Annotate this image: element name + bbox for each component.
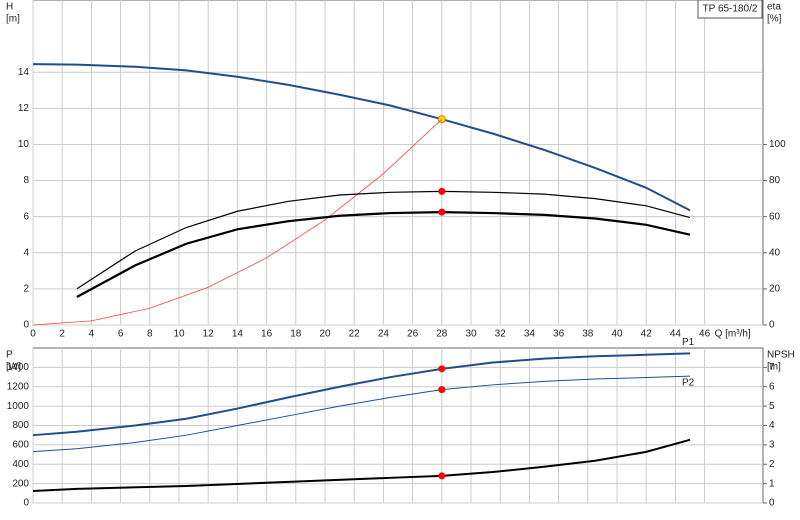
y2-tick-label: 0 — [769, 320, 775, 331]
x-tick-label: 0 — [30, 329, 36, 340]
y2-tick-label: 100 — [769, 139, 786, 150]
duty-point — [438, 386, 446, 394]
series-label: P2 — [682, 378, 695, 389]
y-axis-label: H — [6, 2, 13, 13]
y-axis-unit: [W] — [6, 362, 21, 373]
y2-axis-label: NPSH — [767, 350, 795, 361]
x-tick-label: 20 — [319, 329, 331, 340]
y2-tick-label: 5 — [769, 401, 775, 412]
plot-area — [32, 0, 764, 326]
y2-axis-unit: [%] — [767, 14, 782, 25]
y2-tick-label: 40 — [769, 247, 781, 258]
y2-tick-label: 7 — [769, 362, 775, 373]
x-tick-label: 44 — [670, 329, 682, 340]
y-tick-label: 800 — [12, 420, 29, 431]
x-tick-label: 42 — [641, 329, 653, 340]
y2-tick-label: 0 — [769, 498, 775, 509]
y-tick-label: 600 — [12, 440, 29, 451]
x-tick-label: 16 — [261, 329, 273, 340]
x-tick-label: 24 — [378, 329, 390, 340]
chart-title: TP 65-180/2 — [703, 4, 758, 15]
y-tick-label: 0 — [23, 498, 29, 509]
y2-tick-label: 80 — [769, 175, 781, 186]
x-tick-label: 38 — [582, 329, 594, 340]
x-tick-label: 32 — [495, 329, 507, 340]
y-tick-label: 200 — [12, 478, 29, 489]
y2-tick-label: 4 — [769, 420, 775, 431]
y-tick-label: 4 — [23, 247, 29, 258]
duty-point — [438, 365, 446, 373]
y-tick-label: 14 — [18, 67, 30, 78]
y2-tick-label: 60 — [769, 211, 781, 222]
curve — [76, 211, 691, 298]
y-tick-label: 2 — [23, 284, 29, 295]
y-tick-label: 10 — [18, 139, 30, 150]
y-tick-label: 6 — [23, 211, 29, 222]
x-tick-label: 22 — [349, 329, 361, 340]
y-axis-unit: [m] — [6, 14, 20, 25]
x-tick-label: 14 — [232, 329, 244, 340]
x-tick-label: 4 — [89, 329, 95, 340]
curve — [32, 63, 691, 212]
x-tick-label: 40 — [611, 329, 623, 340]
y-tick-label: 400 — [12, 459, 29, 470]
y-axis-label: P — [6, 350, 13, 361]
x-tick-label: 10 — [173, 329, 185, 340]
curve — [32, 352, 691, 437]
y-tick-label: 12 — [18, 103, 30, 114]
y2-tick-label: 6 — [769, 381, 775, 392]
duty-point — [438, 208, 446, 216]
x-tick-label: 6 — [118, 329, 124, 340]
y-tick-label: 1000 — [7, 401, 30, 412]
y2-tick-label: 3 — [769, 440, 775, 451]
x-tick-label: 8 — [147, 329, 153, 340]
y-tick-label: 8 — [23, 175, 29, 186]
duty-point — [438, 187, 446, 195]
curve — [32, 375, 691, 453]
x-tick-label: 12 — [203, 329, 215, 340]
x-tick-label: 36 — [553, 329, 565, 340]
series-label: P1 — [682, 337, 695, 348]
x-tick-label: 28 — [436, 329, 448, 340]
y2-tick-label: 20 — [769, 284, 781, 295]
y2-tick-label: 2 — [769, 459, 775, 470]
x-tick-label: 30 — [465, 329, 477, 340]
y2-axis-unit: [m] — [767, 362, 781, 373]
curve — [32, 118, 443, 326]
y-tick-label: 1400 — [7, 362, 30, 373]
title-box — [697, 0, 763, 19]
y2-axis-label: eta — [767, 2, 781, 13]
duty-point — [438, 472, 446, 480]
x-tick-label: 18 — [290, 329, 302, 340]
y-tick-label: 1200 — [7, 381, 30, 392]
x-tick-label: 26 — [407, 329, 419, 340]
y2-tick-label: 1 — [769, 478, 775, 489]
x-axis-label: Q [m³/h] — [715, 329, 751, 340]
x-tick-label: 34 — [524, 329, 536, 340]
x-tick-label: 46 — [699, 329, 711, 340]
curve — [76, 190, 691, 290]
x-tick-label: 2 — [59, 329, 65, 340]
y-tick-label: 0 — [23, 320, 29, 331]
